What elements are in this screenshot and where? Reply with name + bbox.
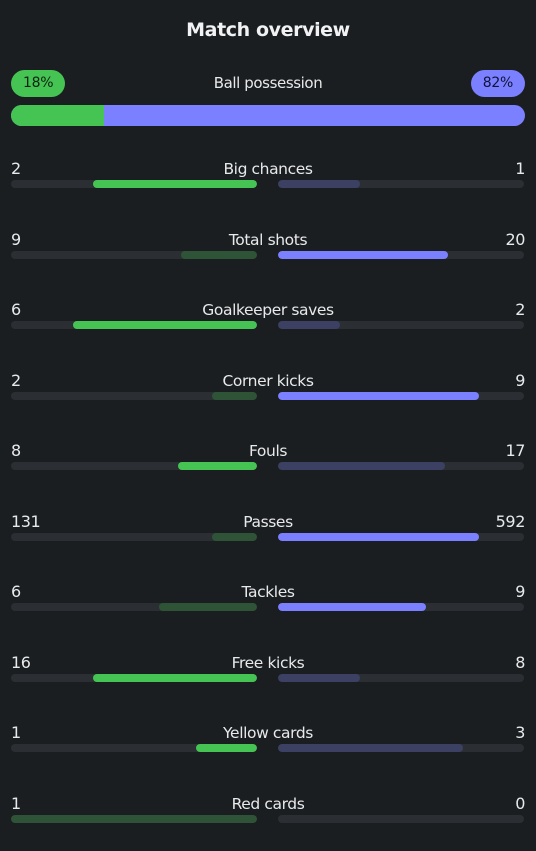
home-stat-bar [11,462,257,470]
home-stat-bar-fill [180,251,257,259]
away-stat-value: 9 [515,582,525,601]
away-stat-value: 17 [505,441,525,460]
away-stat-bar-fill [278,533,480,541]
home-stat-bar [11,603,257,611]
away-stat-bar-fill [278,180,360,188]
away-stat-bar [278,674,524,682]
home-stat-bar [11,321,257,329]
home-stat-bar [11,533,257,541]
home-stat-bar [11,180,257,188]
stat-label: Big chances [223,160,313,178]
home-stat-bar [11,744,257,752]
stat-label: Goalkeeper saves [202,301,334,319]
page-title: Match overview [186,19,350,41]
home-stat-bar-fill [212,392,257,400]
stat-label: Yellow cards [223,724,313,742]
home-stat-bar [11,251,257,259]
stat-row: 6 Tackles 9 [11,582,525,622]
stat-row: 2 Big chances 1 [11,159,525,199]
home-stat-value: 1 [11,723,21,742]
away-stat-value: 3 [515,723,525,742]
away-stat-value: 9 [515,371,525,390]
home-stat-bar-fill [195,744,257,752]
stat-row: 1 Yellow cards 3 [11,723,525,763]
home-stat-bar-fill [92,180,257,188]
away-stat-bar [278,603,524,611]
stat-label: Passes [243,513,293,531]
home-stat-bar [11,815,257,823]
home-stat-value: 1 [11,794,21,813]
away-stat-bar [278,815,524,823]
away-stat-bar [278,392,524,400]
home-stat-bar-fill [11,815,257,823]
away-stat-bar-fill [278,744,463,752]
home-stat-value: 2 [11,371,21,390]
home-stat-value: 8 [11,441,21,460]
stat-label: Corner kicks [222,372,314,390]
stat-row: 16 Free kicks 8 [11,653,525,693]
away-possession-badge: 82% [470,70,525,97]
home-stat-bar-fill [178,462,257,470]
home-stat-value: 6 [11,582,21,601]
away-stat-bar-fill [278,251,448,259]
home-stat-value: 2 [11,159,21,178]
away-stat-value: 20 [505,230,525,249]
stat-label: Total shots [228,231,308,249]
stat-label: Free kicks [231,654,305,672]
away-stat-bar-fill [278,392,480,400]
away-stat-value: 592 [495,512,526,531]
home-stat-value: 16 [11,653,31,672]
away-stat-bar [278,180,524,188]
away-stat-value: 1 [515,159,525,178]
home-stat-value: 9 [11,230,21,249]
stat-label: Tackles [241,583,295,601]
home-stat-value: 6 [11,300,21,319]
home-stat-bar-fill [92,674,257,682]
away-stat-value: 2 [515,300,525,319]
stat-label: Red cards [231,795,305,813]
away-stat-bar [278,251,524,259]
away-stat-bar-fill [278,321,340,329]
away-stat-bar-fill [278,674,360,682]
stat-row: 2 Corner kicks 9 [11,371,525,411]
stat-row: 131 Passes 592 [11,512,525,552]
home-stat-value: 131 [11,512,41,531]
possession-bar [11,105,525,126]
away-stat-bar-fill [278,462,446,470]
away-stat-value: 0 [515,794,525,813]
possession-row: 18% Ball possession 82% [11,70,525,97]
home-stat-bar-fill [212,533,257,541]
stat-row: 1 Red cards 0 [11,794,525,834]
home-stat-bar [11,674,257,682]
away-stat-bar-fill [278,603,426,611]
home-possession-badge: 18% [11,70,66,97]
stat-row: 8 Fouls 17 [11,441,525,481]
stat-row: 6 Goalkeeper saves 2 [11,300,525,340]
away-stat-bar [278,462,524,470]
home-stat-bar-fill [158,603,257,611]
stat-label: Fouls [248,442,288,460]
away-stat-bar [278,744,524,752]
away-stat-value: 8 [515,653,525,672]
home-stat-bar [11,392,257,400]
away-stat-bar [278,533,524,541]
home-possession-fill [11,105,104,126]
away-stat-bar [278,321,524,329]
home-stat-bar-fill [72,321,257,329]
stat-row: 9 Total shots 20 [11,230,525,270]
possession-label: Ball possession [213,74,323,92]
